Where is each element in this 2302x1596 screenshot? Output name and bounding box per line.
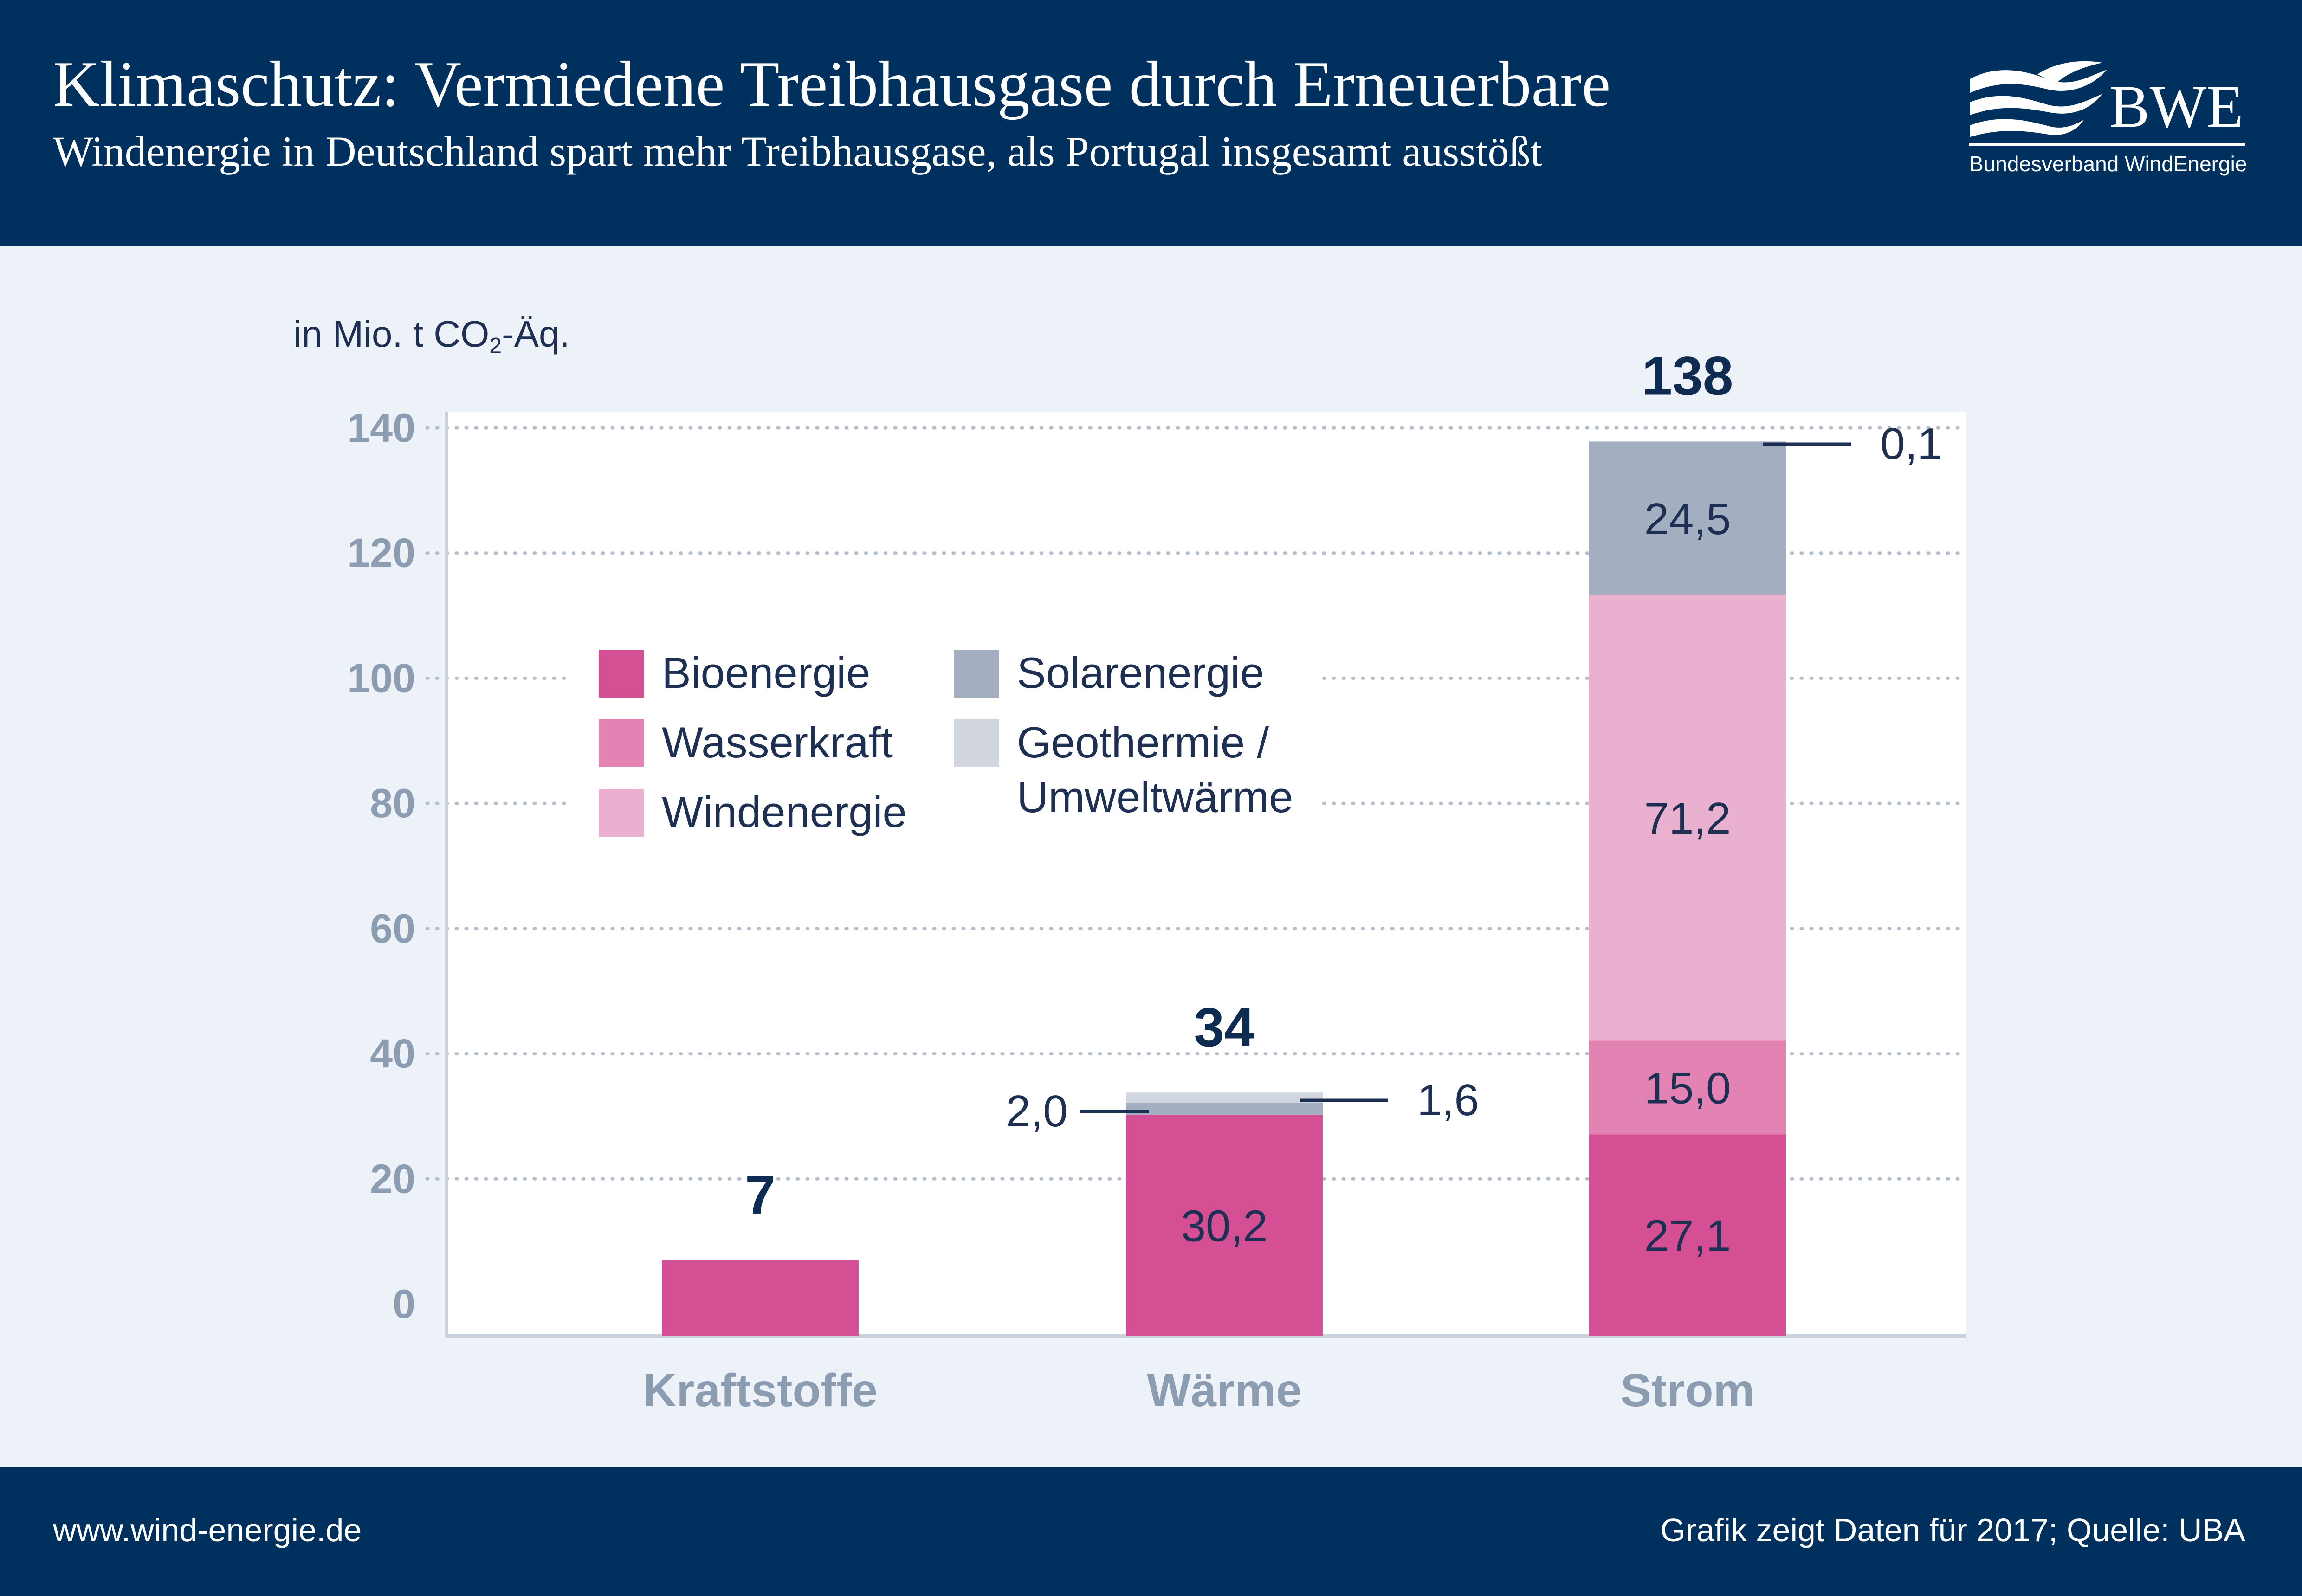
legend-swatch: [954, 650, 999, 698]
logo-divider: [1969, 143, 2245, 146]
bar-segment-wasserkraft: [1589, 1040, 1786, 1135]
footer-source: Grafik zeigt Daten für 2017; Quelle: UBA: [1660, 1512, 2245, 1548]
footer-bar: [0, 1467, 2302, 1596]
legend-label: Windenergie: [662, 788, 907, 836]
legend-swatch: [599, 789, 644, 837]
legend-swatch: [599, 719, 644, 767]
legend-label: Solarenergie: [1017, 648, 1264, 697]
y-tick-label: 60: [370, 905, 415, 951]
bar-total-label: 138: [1642, 345, 1733, 407]
bar-total-label: 7: [745, 1165, 776, 1226]
y-tick-label: 20: [370, 1156, 415, 1202]
bwe-wing-logo-icon: [1970, 61, 2107, 137]
bar-segment-solarenergie: [1126, 1102, 1323, 1115]
data-label: 15,0: [1644, 1063, 1731, 1113]
data-label: 71,2: [1644, 794, 1731, 843]
logo-text: BWE: [2109, 73, 2244, 140]
y-axis-unit-label: in Mio. t CO2-Äq.: [293, 316, 570, 357]
header-bar: [0, 0, 2302, 246]
page-subtitle: Windenergie in Deutschland spart mehr Tr…: [53, 128, 1542, 175]
stacked-bar-chart: 0 20 40 60 80 100 120 140 7 Kraftstoffe 30,2 2,0 1,6…: [347, 345, 1968, 1416]
x-tick-label: Strom: [1621, 1364, 1755, 1416]
data-label: 24,5: [1644, 494, 1731, 544]
legend-label: Wasserkraft: [662, 718, 893, 767]
legend-background: [567, 622, 1319, 854]
legend-swatch: [954, 719, 999, 767]
y-tick-label: 0: [393, 1281, 415, 1327]
legend-label: Umweltwärme: [1017, 773, 1293, 821]
data-label: 27,1: [1644, 1211, 1731, 1260]
logo-subtext: Bundesverband WindEnergie: [1969, 152, 2247, 176]
y-tick-label: 140: [347, 405, 415, 451]
x-tick-label: Kraftstoffe: [643, 1364, 878, 1416]
bar-segment-geothermie: [1126, 1092, 1323, 1103]
unit-suffix: -Äq.: [502, 313, 570, 355]
callout-label: 2,0: [1006, 1086, 1067, 1136]
bar-segment-bioenergie: [1589, 1134, 1786, 1336]
bar-segment-bioenergie: [1126, 1115, 1323, 1336]
callout-label: 1,6: [1417, 1075, 1479, 1125]
bar-segment-windenergie: [1589, 595, 1786, 1041]
bar-segment-bioenergie: [662, 1260, 859, 1336]
x-tick-label: Wärme: [1147, 1364, 1301, 1416]
legend-label: Bioenergie: [662, 648, 870, 697]
legend-label: Geothermie /: [1017, 718, 1269, 767]
data-label: 30,2: [1181, 1201, 1268, 1251]
bar-segment-solarenergie: [1589, 441, 1786, 595]
footer-website-link[interactable]: www.wind-energie.de: [53, 1512, 362, 1548]
bar-total-label: 34: [1194, 997, 1254, 1058]
y-tick-label: 40: [370, 1031, 415, 1077]
page-title: Klimaschutz: Vermiedene Treibhausgase du…: [53, 48, 1611, 120]
y-tick-label: 80: [370, 780, 415, 826]
legend-swatch: [599, 650, 644, 698]
callout-label: 0,1: [1880, 419, 1942, 469]
unit-subscript: 2: [489, 334, 502, 358]
unit-prefix: in Mio. t CO: [293, 313, 490, 355]
y-tick-label: 120: [347, 530, 415, 576]
y-tick-label: 100: [347, 655, 415, 701]
